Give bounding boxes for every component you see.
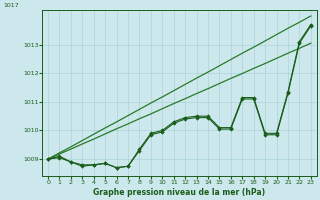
X-axis label: Graphe pression niveau de la mer (hPa): Graphe pression niveau de la mer (hPa) [93,188,266,197]
Text: 1017: 1017 [4,3,19,8]
